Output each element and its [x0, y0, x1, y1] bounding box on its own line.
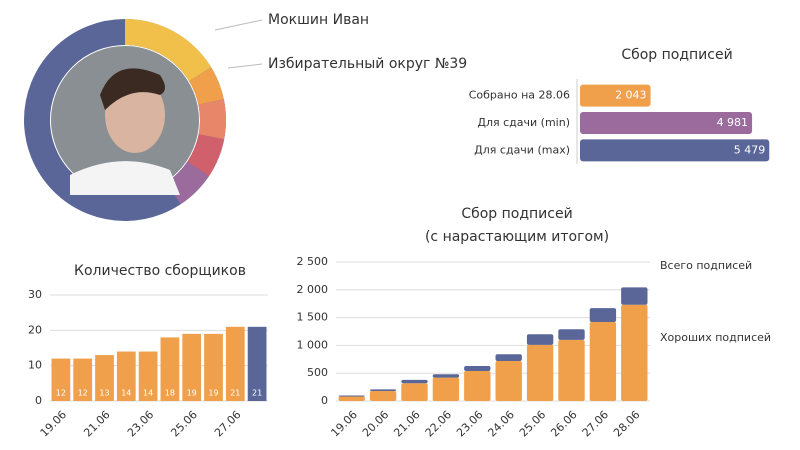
- category-label: Для сдачи (max): [474, 143, 570, 156]
- y-tick-label: 2 000: [297, 283, 329, 296]
- x-tick-label: 19.06: [328, 408, 359, 439]
- value-label: 19: [208, 389, 218, 398]
- chart-title: Количество сборщиков: [74, 263, 246, 279]
- legend-label: Всего подписей: [660, 259, 752, 272]
- value-label: 21: [230, 389, 240, 398]
- value-label: 2 043: [615, 89, 647, 102]
- value-label: 18: [165, 389, 175, 398]
- ring-segment: [24, 19, 226, 221]
- district: Избирательный округ №39: [268, 56, 467, 72]
- bar-segment: [526, 334, 554, 345]
- x-tick-label: 26.06: [548, 408, 579, 439]
- x-tick-label: 28.06: [611, 408, 642, 439]
- leader-line: [227, 63, 263, 69]
- photo-hair: [100, 68, 165, 110]
- legend-label: Хороших подписей: [660, 331, 771, 344]
- bar-segment: [526, 344, 554, 401]
- bar-segment: [432, 377, 460, 401]
- bar-segment: [495, 354, 522, 361]
- value-label: 21: [252, 389, 262, 398]
- bar-segment: [338, 396, 365, 401]
- x-tick-label: 23.06: [125, 408, 156, 439]
- bar-segment: [369, 389, 397, 391]
- y-tick-label: 0: [321, 394, 328, 407]
- x-tick-label: 22.06: [423, 408, 454, 439]
- value-label: 5 479: [734, 143, 766, 156]
- x-tick-label: 23.06: [454, 408, 485, 439]
- bar-segment: [432, 374, 460, 378]
- bar: [204, 333, 223, 401]
- y-tick-label: 0: [35, 394, 42, 407]
- y-tick-label: 500: [307, 366, 328, 379]
- bar-segment: [464, 370, 491, 401]
- value-label: 14: [143, 389, 153, 398]
- y-tick-label: 1 000: [297, 338, 329, 351]
- leader-line: [214, 19, 263, 31]
- name: Мокшин Иван: [268, 12, 369, 28]
- y-tick-label: 30: [28, 288, 42, 301]
- chart-title: (с нарастающим итогом): [425, 229, 609, 245]
- bar: [182, 333, 202, 401]
- bar: [160, 337, 180, 401]
- bar-segment: [338, 395, 365, 397]
- y-tick-label: 10: [28, 359, 42, 372]
- y-tick-label: 1 500: [297, 311, 329, 324]
- bar-segment: [621, 287, 648, 305]
- photo-shirt: [70, 161, 180, 195]
- bar-segment: [401, 379, 428, 384]
- bar: [138, 351, 158, 401]
- x-tick-label: 24.06: [485, 408, 516, 439]
- x-tick-label: 25.06: [168, 408, 199, 439]
- value-label: 12: [78, 389, 88, 398]
- bar-segment: [589, 322, 617, 401]
- x-tick-label: 20.06: [360, 408, 391, 439]
- bar: [580, 84, 651, 107]
- value-label: 14: [121, 389, 131, 398]
- value-label: 13: [99, 389, 109, 398]
- bar-segment: [558, 339, 585, 401]
- value-label: 12: [56, 389, 66, 398]
- bar: [116, 351, 136, 401]
- bar: [580, 112, 753, 134]
- x-tick-label: 21.06: [391, 408, 422, 439]
- x-tick-label: 21.06: [81, 408, 112, 439]
- avatar-ring: [24, 19, 263, 221]
- bar-segment: [401, 383, 428, 401]
- bar-segment: [589, 308, 617, 323]
- chart-title: Сбор подписей: [461, 206, 572, 222]
- bar-segment: [464, 365, 491, 371]
- value-label: 4 981: [717, 116, 749, 129]
- y-tick-label: 2 500: [297, 255, 329, 268]
- bar: [247, 326, 267, 401]
- bar-segment: [369, 390, 397, 401]
- x-tick-label: 27.06: [580, 408, 611, 439]
- bar-segment: [558, 329, 585, 340]
- category-label: Собрано на 28.06: [469, 89, 570, 102]
- chart-title: Сбор подписей: [621, 47, 732, 63]
- x-tick-label: 19.06: [38, 408, 69, 439]
- bar-segment: [495, 360, 522, 401]
- y-tick-label: 20: [28, 323, 42, 336]
- bar-segment: [621, 304, 648, 401]
- bar: [95, 355, 114, 401]
- category-label: Для сдачи (min): [477, 116, 570, 129]
- bar: [580, 139, 770, 162]
- bar: [51, 358, 71, 401]
- x-tick-label: 27.06: [212, 408, 243, 439]
- value-label: 19: [187, 389, 197, 398]
- bar: [225, 326, 245, 401]
- x-tick-label: 25.06: [517, 408, 548, 439]
- bar: [73, 358, 93, 401]
- ring-segment: [24, 19, 226, 221]
